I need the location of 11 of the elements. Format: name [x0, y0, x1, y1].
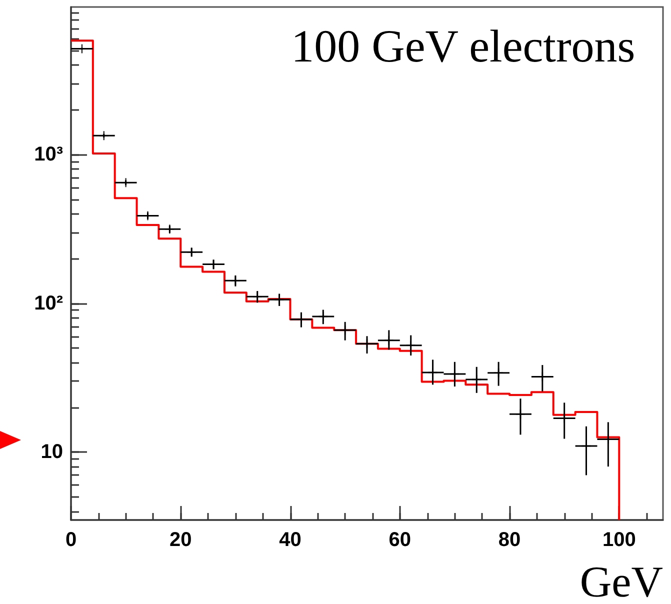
x-tick-label: 40	[279, 529, 302, 551]
y-tick-label: 10	[40, 441, 63, 464]
x-tick-label: 0	[65, 529, 77, 551]
y-tick-label: 10²	[34, 292, 64, 314]
x-tick-label: 100	[602, 529, 636, 551]
x-axis-title: GeV	[580, 558, 664, 604]
x-tick-label: 60	[388, 529, 412, 551]
x-tick-label: 80	[498, 529, 521, 551]
y-tick-label: 10³	[34, 144, 64, 166]
x-tick-label: 20	[170, 529, 192, 551]
chart-title: 100 GeV electrons	[291, 20, 636, 72]
